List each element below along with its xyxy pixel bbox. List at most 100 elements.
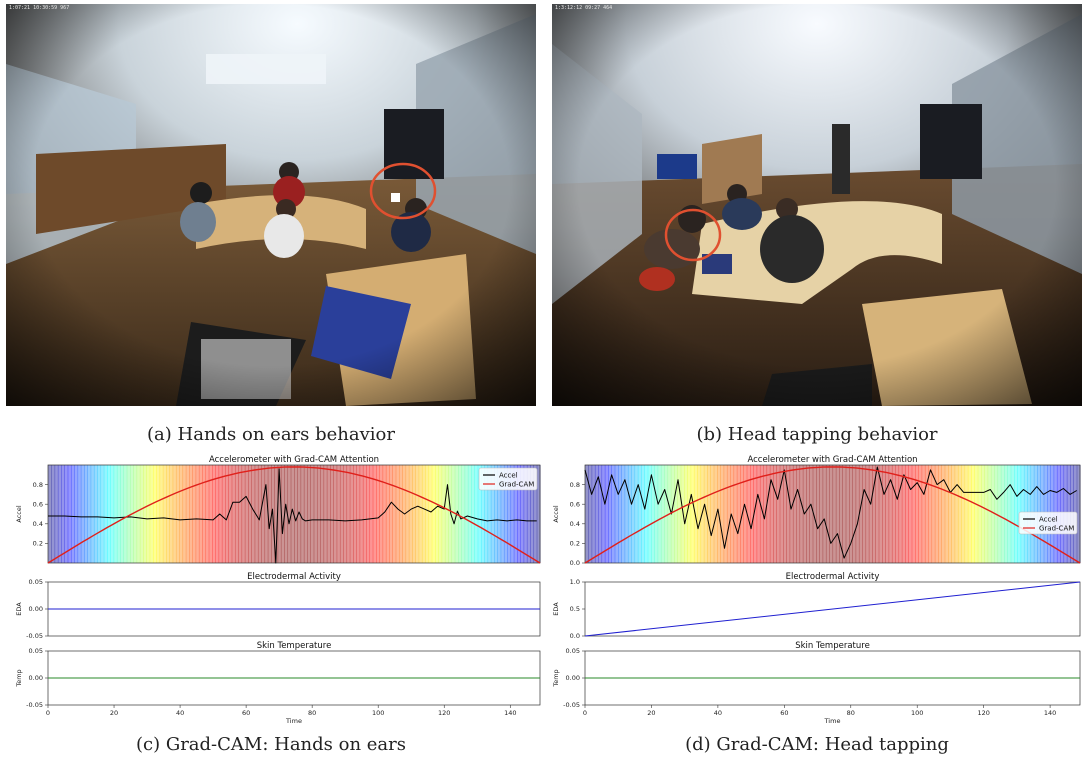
gradcam-heat-cell	[77, 465, 82, 563]
caption-a: (a) Hands on ears behavior	[147, 424, 395, 445]
gradcam-heat-cell	[290, 465, 295, 563]
gradcam-heat-cell	[113, 465, 118, 563]
gradcam-heat-cell	[497, 465, 502, 563]
gradcam-heat-cell	[182, 465, 187, 563]
gradcam-heat-cell	[172, 465, 177, 563]
gradcam-heat-cell	[225, 465, 229, 563]
gradcam-heat-cell	[97, 465, 102, 563]
gradcam-heat-cell	[110, 465, 115, 563]
gradcam-heat-cell	[624, 465, 629, 563]
gradcam-heat-cell	[408, 465, 413, 563]
x-tick-label: 0	[583, 709, 587, 717]
gradcam-heat-cell	[54, 465, 59, 563]
gradcam-heat-cell	[631, 465, 636, 563]
caption-c: (c) Grad-CAM: Hands on ears	[135, 734, 407, 755]
gradcam-heat-cell	[911, 465, 916, 563]
gradcam-heat-cell	[898, 465, 903, 563]
y-axis-label: Temp	[552, 669, 560, 687]
gradcam-heat-cell	[660, 465, 665, 563]
gradcam-heat-cell	[759, 465, 764, 563]
gradcam-heat-cell	[189, 465, 193, 563]
gradcam-heat-cell	[957, 465, 962, 563]
gradcam-heat-cell	[300, 465, 305, 563]
gradcam-heat-cell	[901, 465, 906, 563]
gradcam-heat-cell	[513, 465, 518, 563]
y-tick-label: 1.0	[570, 578, 580, 586]
gradcam-heat-cell	[891, 465, 896, 563]
gradcam-heat-cell	[421, 465, 426, 563]
gradcam-heat-cell	[934, 465, 939, 563]
gradcam-heat-cell	[143, 465, 147, 563]
gradcam-heat-cell	[931, 465, 936, 563]
x-tick-label: 20	[110, 709, 118, 717]
panel-title: Accelerometer with Grad-CAM Attention	[209, 455, 379, 465]
y-tick-label: 0.05	[29, 647, 43, 655]
gradcam-heat-cell	[159, 465, 164, 563]
gradcam-heat-cell	[680, 465, 685, 563]
gradcam-heat-cell	[267, 465, 272, 563]
gradcam-heat-cell	[248, 465, 252, 563]
y-axis-label: Accel	[552, 505, 560, 522]
y-tick-label: 0.00	[566, 674, 580, 682]
gradcam-heat-cell	[198, 465, 203, 563]
gradcam-heat-cell	[103, 465, 108, 563]
y-tick-label: 0.05	[566, 647, 580, 655]
gradcam-heat-cell	[951, 465, 956, 563]
gradcam-heat-cell	[349, 465, 354, 563]
gradcam-heat-cell	[875, 465, 880, 563]
gradcam-heat-cell	[611, 465, 616, 563]
gradcam-heat-cell	[789, 465, 794, 563]
gradcam-heat-cell	[257, 465, 262, 563]
gradcam-heat-cell	[987, 465, 992, 563]
gradcam-heat-cell	[967, 465, 972, 563]
y-tick-label: 0.4	[570, 520, 580, 528]
gradcam-heat-cell	[84, 465, 88, 563]
gradcam-heat-cell	[674, 465, 678, 563]
gradcam-heat-cell	[228, 465, 233, 563]
x-tick-label: 120	[438, 709, 450, 717]
legend-label: Grad-CAM	[1039, 524, 1074, 532]
gradcam-heat-cell	[924, 465, 929, 563]
gradcam-heat-cell	[389, 465, 393, 563]
gradcam-heat-cell	[376, 465, 380, 563]
gradcam-heat-cell	[126, 465, 131, 563]
y-axis-label: EDA	[15, 602, 23, 616]
classroom-scene-b	[552, 4, 1082, 406]
gradcam-heat-cell	[64, 465, 69, 563]
gradcam-heat-cell	[48, 465, 52, 563]
gradcam-heat-cell	[313, 465, 318, 563]
gradcam-heat-cell	[756, 465, 761, 563]
gradcam-heat-cell	[464, 465, 469, 563]
gradcam-heat-cell	[320, 465, 325, 563]
gradcam-heat-cell	[451, 465, 456, 563]
gradcam-heat-cell	[878, 465, 883, 563]
gradcam-heat-cell	[458, 465, 462, 563]
gradcam-heat-cell	[618, 465, 622, 563]
gradcam-heat-cell	[425, 465, 430, 563]
y-tick-label: 0.2	[570, 540, 580, 548]
gradcam-heat-cell	[123, 465, 128, 563]
gradcam-heat-cell	[503, 465, 508, 563]
gradcam-heat-cell	[783, 465, 787, 563]
gradcam-heat-cell	[918, 465, 923, 563]
y-tick-label: 0.6	[33, 500, 43, 508]
gradcam-heat-cell	[852, 465, 857, 563]
gradcam-heat-cell	[520, 465, 525, 563]
gradcam-heat-cell	[941, 465, 946, 563]
gradcam-heat-cell	[146, 465, 151, 563]
gradcam-heat-cell	[601, 465, 606, 563]
gradcam-heat-cell	[536, 465, 541, 563]
gradcam-heat-cell	[359, 465, 364, 563]
gradcam-heat-cell	[657, 465, 662, 563]
x-axis-label: Time	[285, 717, 302, 725]
gradcam-heat-cell	[251, 465, 256, 563]
gradcam-heat-cell	[1010, 465, 1015, 563]
photo-timestamp: 1:07:21 10:30:59 967	[9, 5, 70, 11]
gradcam-heat-cell	[684, 465, 688, 563]
gradcam-heat-cell	[392, 465, 397, 563]
gradcam-heat-cell	[981, 465, 985, 563]
gradcam-heat-cell	[169, 465, 174, 563]
y-tick-label: 0.0	[570, 559, 580, 567]
gradcam-heat-cell	[816, 465, 820, 563]
caption-b: (b) Head tapping behavior	[696, 424, 938, 445]
